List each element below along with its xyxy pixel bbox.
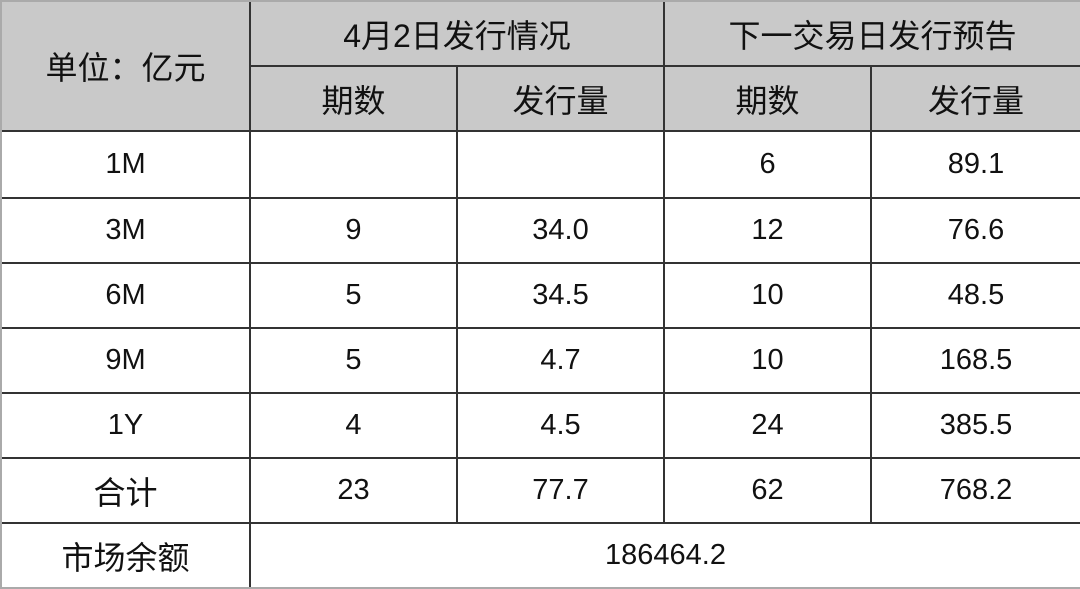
cell-today-count: 5 [249, 327, 458, 394]
header-row-2: 期数 发行量 期数 发行量 [1, 65, 1080, 132]
cell-term: 合计 [0, 457, 251, 524]
cell-today-amount: 4.7 [455, 327, 666, 394]
cell-next-count: 62 [663, 457, 873, 524]
cell-next-amount: 768.2 [870, 457, 1080, 524]
cell-term: 1Y [0, 392, 251, 459]
today-count-header: 期数 [249, 65, 458, 132]
market-balance-row: 市场余额 186464.2 [0, 522, 1080, 589]
table-row: 1Y 4 4.5 24 385.5 [0, 392, 1080, 459]
group-next-header: 下一交易日发行预告 [663, 0, 1080, 67]
table-row: 9M 5 4.7 10 168.5 [0, 327, 1080, 394]
next-count-header: 期数 [663, 65, 873, 132]
market-balance-label: 市场余额 [0, 522, 251, 589]
cell-today-amount: 77.7 [455, 457, 666, 524]
cell-today-amount: 34.0 [455, 197, 666, 264]
table-row: 合计 23 77.7 62 768.2 [0, 457, 1080, 524]
cell-next-count: 10 [663, 327, 873, 394]
cell-today-count: 4 [249, 392, 458, 459]
cell-today-amount: 4.5 [455, 392, 666, 459]
cell-next-amount: 89.1 [870, 130, 1080, 199]
table-row: 3M 9 34.0 12 76.6 [0, 197, 1080, 264]
cell-next-amount: 168.5 [870, 327, 1080, 394]
unit-label: 单位：亿元 [0, 0, 251, 132]
cell-term: 9M [0, 327, 251, 394]
cell-today-count: 5 [249, 262, 458, 329]
cell-today-count [249, 130, 458, 199]
cell-next-count: 12 [663, 197, 873, 264]
cell-next-count: 6 [663, 130, 873, 199]
cell-today-count: 23 [249, 457, 458, 524]
table-row: 1M 6 89.1 [0, 130, 1080, 199]
cell-next-count: 24 [663, 392, 873, 459]
cell-term: 1M [0, 130, 251, 199]
market-balance-value: 186464.2 [248, 522, 1080, 589]
cell-today-amount [455, 130, 666, 199]
cell-term: 3M [0, 197, 251, 264]
group-today-header: 4月2日发行情况 [248, 0, 666, 67]
next-amount-header: 发行量 [870, 65, 1080, 132]
today-amount-header: 发行量 [455, 65, 666, 132]
header-row-1: 单位：亿元 4月2日发行情况 下一交易日发行预告 [0, 0, 1080, 132]
cell-today-count: 9 [249, 197, 458, 264]
table-row: 6M 5 34.5 10 48.5 [0, 262, 1080, 329]
cell-term: 6M [0, 262, 251, 329]
cell-next-amount: 76.6 [870, 197, 1080, 264]
cell-next-amount: 385.5 [870, 392, 1080, 459]
cell-today-amount: 34.5 [455, 262, 666, 329]
cell-next-count: 10 [663, 262, 873, 329]
cell-next-amount: 48.5 [870, 262, 1080, 329]
